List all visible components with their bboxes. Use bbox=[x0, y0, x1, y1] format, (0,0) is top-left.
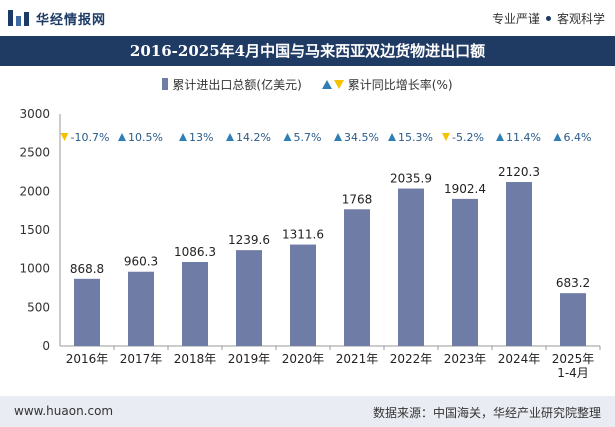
y-tick-label: 1500 bbox=[19, 223, 50, 237]
legend-bar-label: 累计进出口总额(亿美元) bbox=[172, 77, 302, 92]
bar bbox=[344, 209, 370, 346]
growth-down-marker bbox=[442, 133, 450, 141]
growth-up-marker bbox=[179, 133, 187, 141]
legend-item-growth: 累计同比增长率(%) bbox=[321, 76, 453, 93]
bar-value-label: 683.2 bbox=[556, 276, 590, 290]
bar bbox=[290, 244, 316, 346]
growth-up-marker bbox=[118, 133, 126, 141]
slogan-left: 专业严谨 bbox=[491, 12, 540, 26]
title-bar: 2016-2025年4月中国与马来西亚双边货物进出口额 bbox=[0, 36, 615, 66]
footer-website: www.huaon.com bbox=[14, 404, 114, 418]
x-tick-label: 2025年 bbox=[552, 352, 595, 366]
slogan: 专业严谨 客观科学 bbox=[492, 10, 605, 27]
top-bar: 华经情报网 专业严谨 客观科学 bbox=[0, 0, 615, 36]
down-triangle-icon bbox=[333, 79, 344, 89]
x-tick-label: 2024年 bbox=[498, 352, 541, 366]
bar-value-label: 1239.6 bbox=[228, 233, 270, 247]
growth-label: 6.4% bbox=[564, 131, 592, 144]
slogan-dot-icon bbox=[545, 16, 551, 21]
footer: www.huaon.com 数据来源：中国海关，华经产业研究院整理 bbox=[0, 396, 615, 427]
bar-value-label: 1311.6 bbox=[282, 228, 324, 242]
x-tick-label: 1-4月 bbox=[557, 366, 589, 380]
bar bbox=[506, 182, 532, 346]
bar bbox=[398, 188, 424, 346]
x-tick-label: 2019年 bbox=[228, 352, 271, 366]
growth-up-marker bbox=[388, 133, 396, 141]
bar bbox=[236, 250, 262, 346]
growth-label: -10.7% bbox=[71, 131, 110, 144]
growth-label: 14.2% bbox=[236, 131, 271, 144]
growth-up-marker bbox=[496, 133, 504, 141]
bar-value-label: 1902.4 bbox=[444, 182, 486, 196]
bar-chart: 0 500 1000 1500 2000 2500 3000 868.8 2016年 -10.7%… bbox=[19, 107, 601, 380]
up-triangle-icon bbox=[321, 79, 332, 89]
y-tick-label: 0 bbox=[42, 339, 50, 353]
y-tick-label: 3000 bbox=[19, 107, 50, 121]
brand-name: 华经情报网 bbox=[36, 12, 107, 28]
x-tick-label: 2016年 bbox=[66, 352, 109, 366]
growth-label: 5.7% bbox=[294, 131, 322, 144]
y-tick-label: 2000 bbox=[19, 184, 50, 198]
x-tick-label: 2021年 bbox=[336, 352, 379, 366]
growth-label: -5.2% bbox=[452, 131, 484, 144]
x-tick-label: 2020年 bbox=[282, 352, 325, 366]
x-tick-label: 2022年 bbox=[390, 352, 433, 366]
brand: 华经情报网 bbox=[8, 8, 106, 28]
growth-up-marker bbox=[334, 133, 342, 141]
legend: 累计进出口总额(亿美元) 累计同比增长率(%) bbox=[0, 75, 615, 93]
bar bbox=[560, 293, 586, 346]
bar bbox=[182, 261, 208, 346]
brand-logo-icon bbox=[8, 10, 30, 26]
bar bbox=[128, 271, 154, 346]
bar-value-label: 1086.3 bbox=[174, 245, 216, 259]
bar-value-label: 868.8 bbox=[70, 262, 104, 276]
legend-item-bar: 累计进出口总额(亿美元) bbox=[162, 76, 302, 93]
x-tick-label: 2023年 bbox=[444, 352, 487, 366]
bar-value-label: 1768 bbox=[342, 192, 373, 206]
bar-value-label: 2035.9 bbox=[390, 172, 432, 186]
bar-value-label: 960.3 bbox=[124, 255, 158, 269]
legend-growth-label: 累计同比增长率(%) bbox=[347, 77, 453, 92]
growth-label: 11.4% bbox=[506, 131, 541, 144]
y-tick-label: 500 bbox=[27, 300, 50, 314]
growth-label: 10.5% bbox=[128, 131, 163, 144]
slogan-right: 客观科学 bbox=[556, 12, 605, 26]
bar bbox=[452, 198, 478, 346]
y-tick-label: 1000 bbox=[19, 262, 50, 276]
growth-up-marker bbox=[226, 133, 234, 141]
growth-label: 34.5% bbox=[344, 131, 379, 144]
x-tick-label: 2017年 bbox=[120, 352, 163, 366]
growth-label: 15.3% bbox=[398, 131, 433, 144]
growth-label: 13% bbox=[189, 131, 213, 144]
bar-value-label: 2120.3 bbox=[498, 165, 540, 179]
x-tick-label: 2018年 bbox=[174, 352, 217, 366]
y-tick-label: 2500 bbox=[19, 146, 50, 160]
growth-up-marker bbox=[553, 133, 562, 141]
growth-down-marker bbox=[60, 133, 69, 141]
bar-swatch-icon bbox=[162, 78, 169, 90]
bar bbox=[74, 278, 100, 346]
growth-up-marker bbox=[283, 133, 292, 141]
chart-title: 2016-2025年4月中国与马来西亚双边货物进出口额 bbox=[129, 42, 486, 60]
footer-source: 数据来源：中国海关，华经产业研究院整理 bbox=[372, 406, 601, 420]
